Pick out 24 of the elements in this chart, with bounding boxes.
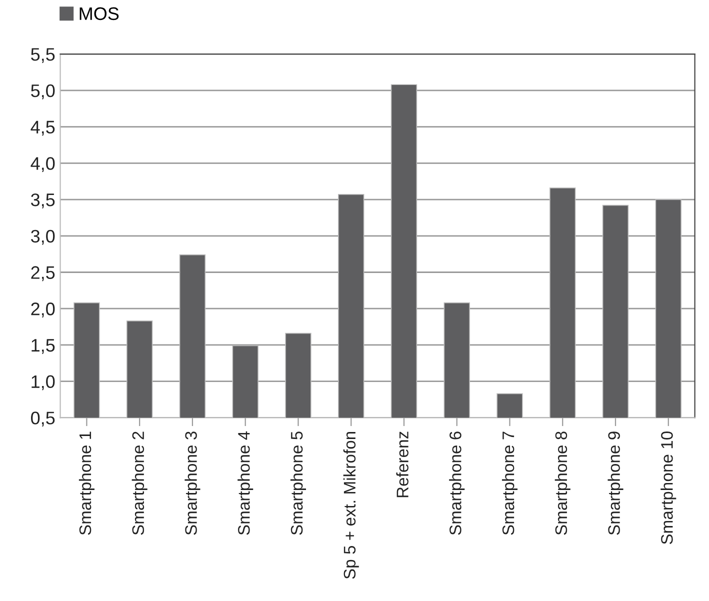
x-tick-label: Smartphone 6	[449, 432, 465, 535]
y-tick-label: 1,5	[32, 339, 55, 354]
y-tick-label: 2,0	[31, 302, 55, 318]
x-tick-label: Smartphone 2	[132, 432, 148, 535]
y-tick-label: 3,0	[30, 230, 55, 245]
x-tick-label: Smartphone 10	[660, 432, 676, 544]
y-tick-label: 3,5	[30, 193, 55, 208]
x-tick-label: Smartphone 7	[502, 432, 518, 535]
x-tick-label: Referenz	[396, 432, 408, 498]
y-tick-label: 5,5	[31, 48, 55, 63]
y-tick-label: 4,5	[30, 120, 55, 136]
y-tick-label: 0,5	[31, 412, 55, 427]
x-tick-label: Smartphone 1	[78, 432, 94, 535]
y-tick-label: 2,5	[31, 266, 55, 282]
x-tick-label: Sp 5 + ext. Mikrofon	[343, 432, 359, 579]
x-tick-label: Smartphone 3	[184, 432, 200, 535]
x-tick-label: Smartphone 4	[238, 431, 254, 535]
x-tick-label: Smartphone 8	[554, 432, 570, 535]
y-tick-label: 5,0	[31, 84, 55, 100]
y-tick-label: 4,0	[30, 157, 55, 172]
legend-label: MOS	[80, 7, 119, 20]
x-tick-label: Smartphone 9	[608, 432, 624, 535]
y-tick-label: 1,0	[32, 375, 55, 390]
x-tick-label: Smartphone 5	[290, 432, 306, 535]
